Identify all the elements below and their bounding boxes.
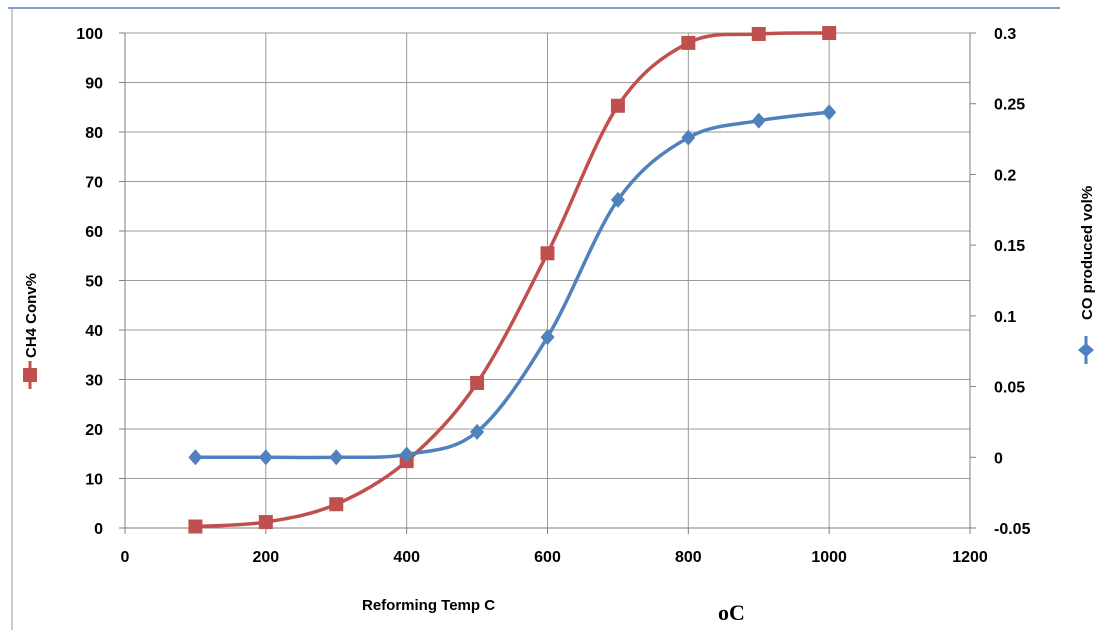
y-right-title-group: CO produced vol% bbox=[1078, 186, 1096, 364]
y-right-tick-label: 0 bbox=[994, 450, 1003, 467]
y-right-tick-label: 0.1 bbox=[994, 309, 1016, 326]
co-data-point bbox=[399, 446, 414, 463]
x-tick-label: 400 bbox=[393, 549, 420, 566]
x-axis-title: Reforming Temp C bbox=[362, 597, 495, 614]
y-left-tick-label: 0 bbox=[94, 521, 103, 538]
series-line-0 bbox=[195, 31, 830, 529]
y-right-tick-label: 0.25 bbox=[994, 97, 1025, 114]
frame-lines bbox=[8, 7, 1060, 630]
y-left-tick-label: 90 bbox=[85, 76, 103, 93]
y-left-tick-label: 50 bbox=[85, 274, 103, 291]
y-left-tick-label: 30 bbox=[85, 373, 103, 390]
co-data-point bbox=[470, 423, 485, 440]
y-right-tick-label: -0.05 bbox=[994, 521, 1031, 538]
x-unit-label: oC bbox=[718, 600, 745, 625]
y-right-axis-title: CO produced vol% bbox=[1079, 186, 1096, 320]
co-data-point bbox=[681, 129, 696, 146]
x-tick-label: 1000 bbox=[811, 549, 847, 566]
y-left-tick-labels: 0 10 20 30 40 50 60 70 80 90 100 bbox=[76, 26, 103, 538]
y-right-tick-label: 0.15 bbox=[994, 238, 1025, 255]
y-right-tick-label: 0.3 bbox=[994, 26, 1016, 43]
ch4-data-point bbox=[470, 375, 485, 390]
co-data-point bbox=[540, 329, 555, 346]
x-tick-label: 1200 bbox=[952, 549, 988, 566]
y-left-tick-label: 10 bbox=[85, 472, 103, 489]
ch4-data-point bbox=[610, 98, 625, 113]
co-data-point bbox=[610, 191, 625, 208]
y-left-tick-label: 80 bbox=[85, 125, 103, 142]
y-right-tick-label: 0.2 bbox=[994, 167, 1016, 184]
y-left-tick-label: 60 bbox=[85, 224, 103, 241]
co-data-point bbox=[258, 449, 273, 466]
y-right-tick-label: 0.05 bbox=[994, 380, 1025, 397]
series-layer bbox=[188, 26, 837, 534]
y-left-axis-title: CH4 Conv% bbox=[23, 273, 40, 358]
y-left-tick-label: 70 bbox=[85, 175, 103, 192]
x-tick-label: 800 bbox=[675, 549, 702, 566]
series-line-1 bbox=[195, 110, 830, 460]
co-data-point bbox=[329, 449, 344, 466]
gridlines bbox=[124, 32, 971, 529]
ch4-data-point bbox=[822, 26, 837, 40]
ch4-data-point bbox=[681, 35, 696, 50]
co-data-point bbox=[188, 449, 203, 466]
co-data-point bbox=[751, 112, 766, 129]
ch4-data-point bbox=[751, 26, 766, 41]
x-tick-label: 600 bbox=[534, 549, 561, 566]
co-data-point bbox=[822, 104, 837, 121]
ch4-data-point bbox=[329, 497, 344, 512]
ch4-data-point bbox=[258, 515, 273, 530]
x-tick-labels: 0 200 400 600 800 1000 1200 bbox=[121, 549, 988, 566]
x-tick-label: 200 bbox=[252, 549, 279, 566]
y-left-legend-key bbox=[23, 361, 37, 389]
x-tick-label: 0 bbox=[121, 549, 130, 566]
y-right-legend-key bbox=[1078, 336, 1094, 364]
ch4-data-point bbox=[188, 519, 203, 534]
y-left-title-group: CH4 Conv% bbox=[23, 273, 40, 389]
y-left-tick-label: 40 bbox=[85, 323, 103, 340]
y-right-tick-labels: -0.05 0 0.05 0.1 0.15 0.2 0.25 0.3 bbox=[994, 26, 1031, 538]
y-left-tick-label: 20 bbox=[85, 422, 103, 439]
ch4-data-point bbox=[540, 246, 555, 261]
y-left-tick-label: 100 bbox=[76, 26, 103, 43]
